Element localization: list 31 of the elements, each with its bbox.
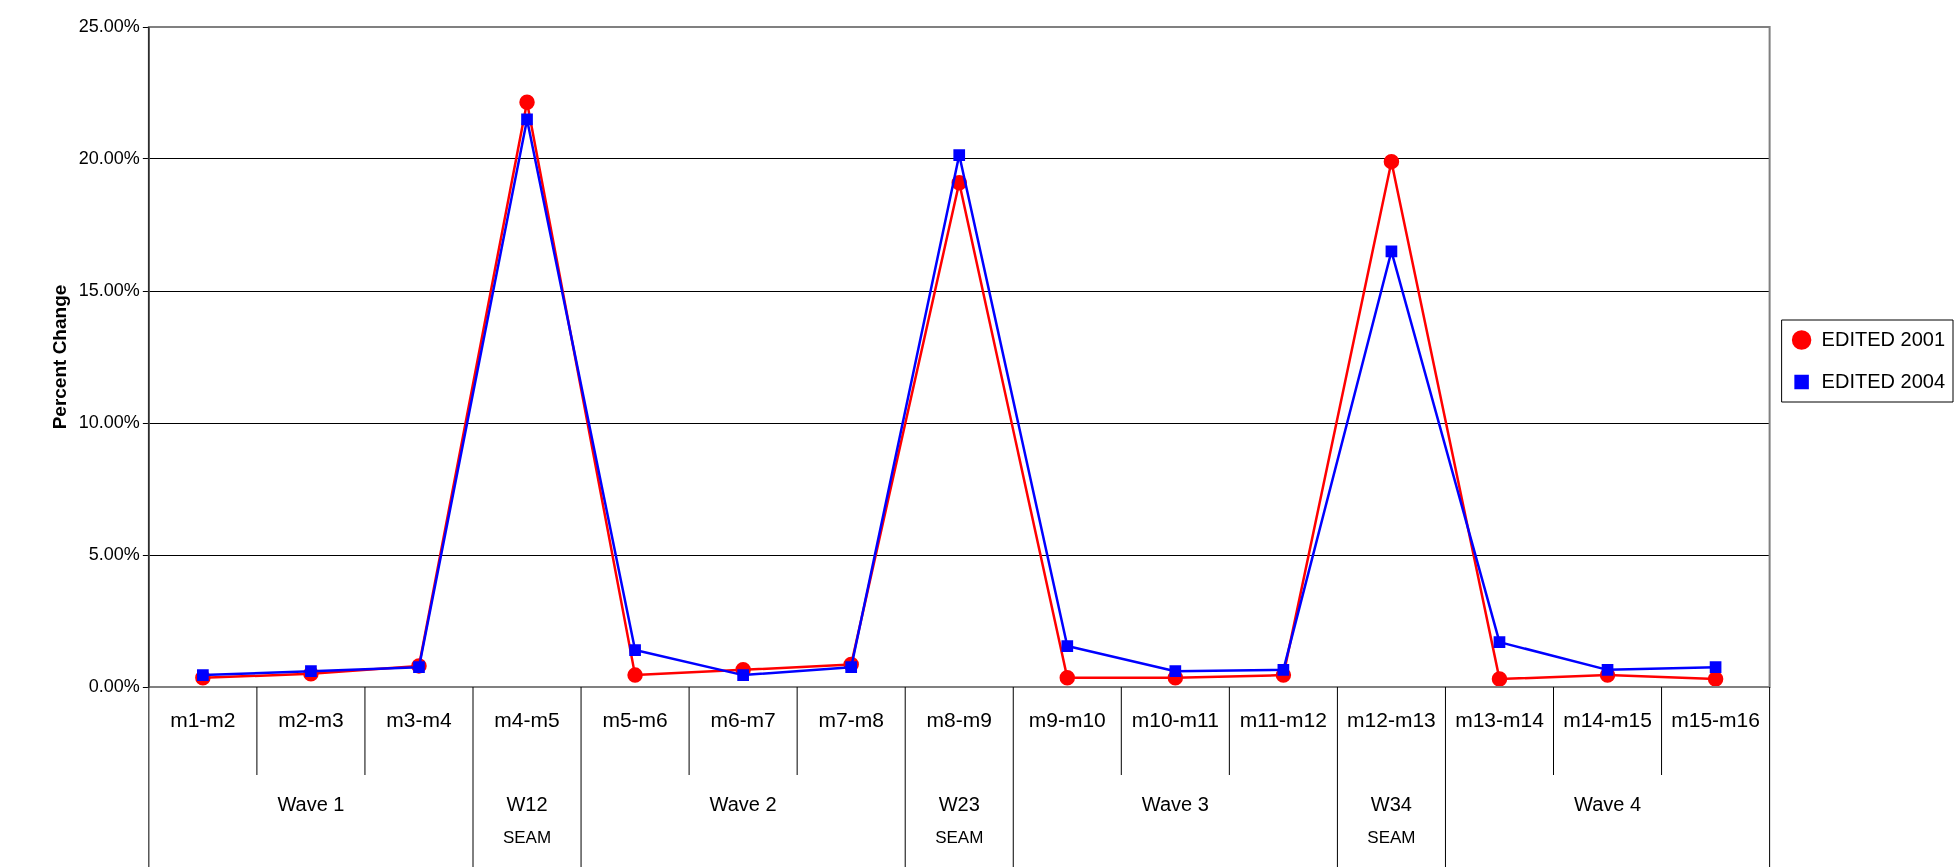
x-tick-label: m10-m11	[1131, 707, 1219, 731]
y-tick-label: 20.00%	[78, 147, 140, 168]
text: Wave 4	[1574, 792, 1642, 815]
x-tick-label: m7-m8	[818, 707, 884, 731]
x-tick-label: m11-m12	[1239, 707, 1327, 731]
x-tick-label: m2-m3	[278, 707, 344, 731]
x-tick-label: m12-m13	[1347, 707, 1436, 731]
x-tick-label: m8-m9	[926, 707, 992, 731]
text: Wave 2	[709, 792, 777, 815]
y-axis-title: Percent Change	[48, 284, 70, 430]
x-tick-label: m4-m5	[494, 707, 560, 731]
y-tick-label: 25.00%	[78, 15, 140, 36]
x-tick-label: m5-m6	[602, 707, 668, 731]
x-tick-label: m1-m2	[170, 707, 236, 731]
x-tick-label: m9-m10	[1028, 707, 1106, 731]
y-tick-label: 0.00%	[88, 675, 140, 696]
y-tick-label: 5.00%	[88, 543, 140, 564]
text: Wave 1	[277, 792, 345, 815]
x-tick-label: m15-m16	[1671, 707, 1760, 731]
x-tick-label: m3-m4	[386, 707, 452, 731]
x-tick-label: m6-m7	[710, 707, 776, 731]
y-tick-label: 10.00%	[78, 411, 140, 432]
text: W23 SEAM	[935, 792, 984, 847]
y-tick-label: 15.00%	[78, 279, 140, 300]
x-tick-label: m14-m15	[1563, 707, 1652, 731]
legend-label: EDITED 2001	[1821, 327, 1945, 350]
text: W34 SEAM	[1367, 792, 1416, 847]
x-tick-label: m13-m14	[1455, 707, 1545, 731]
text: W12 SEAM	[502, 792, 552, 847]
text: Wave 3	[1141, 792, 1209, 815]
legend-label: EDITED 2004	[1821, 369, 1945, 392]
